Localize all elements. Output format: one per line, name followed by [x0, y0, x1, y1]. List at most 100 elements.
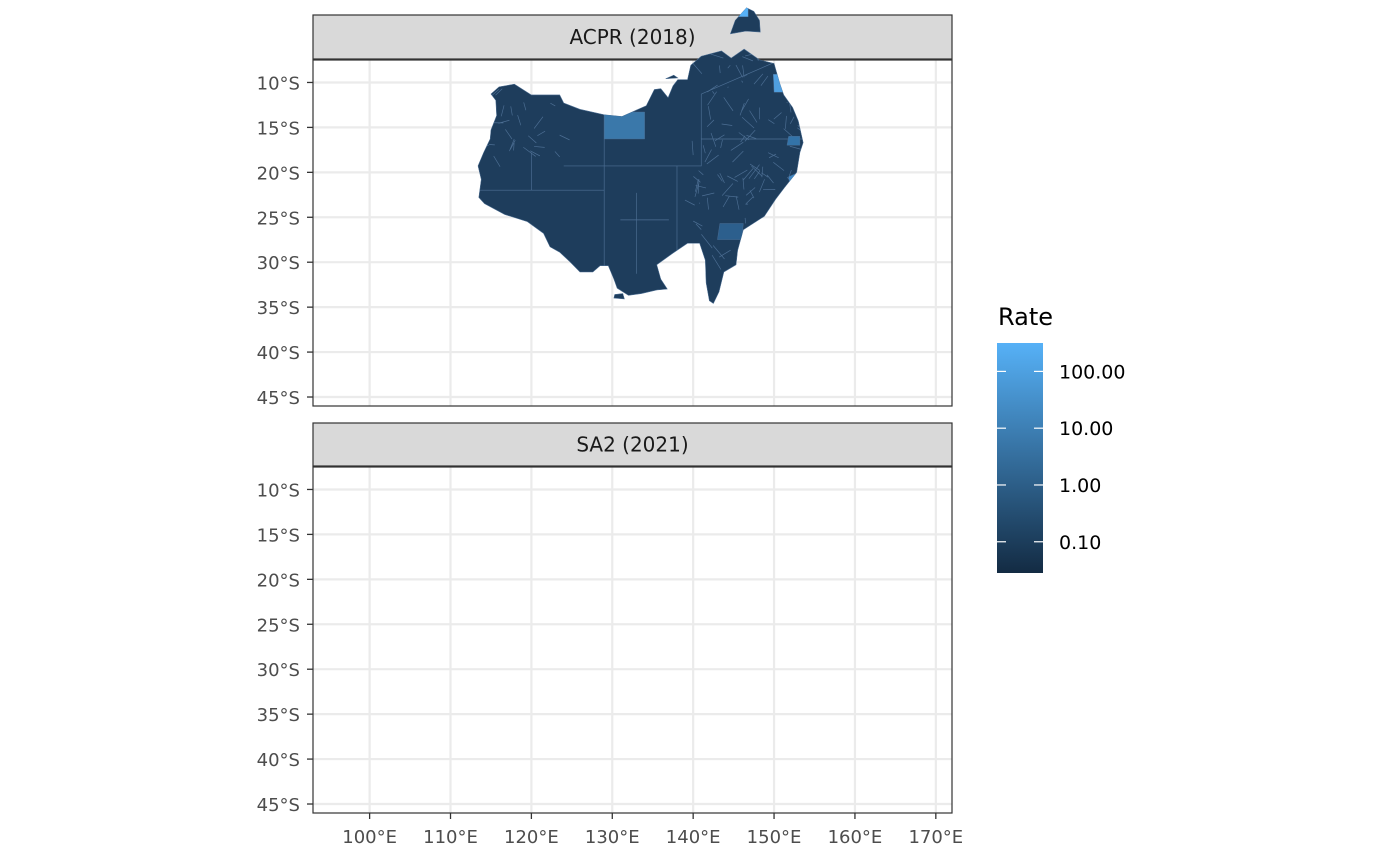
legend-colorbar: [997, 343, 1043, 573]
state-boundary: [745, 196, 754, 205]
state-boundary: [749, 190, 755, 199]
state-boundary: [702, 145, 706, 154]
y-tick-label: 45°S: [257, 388, 300, 409]
state-boundary: [693, 220, 703, 227]
y-tick-label: 10°S: [257, 480, 300, 501]
state-boundary: [768, 119, 775, 125]
state-boundary: [742, 56, 754, 62]
state-boundary: [720, 139, 723, 149]
x-axis: 100°E 110°E 120°E 130°E 140°E 150°E 160°E 170°E: [342, 813, 963, 848]
state-boundary: [739, 102, 745, 116]
x-tick-label: 170°E: [908, 827, 963, 848]
state-boundary: [754, 170, 761, 180]
map-panel: SA2 (2021) 10°S 15°S 20°S 25°S 30°S 35°S 40°S 45…: [257, 7, 963, 848]
high-rate-region: [717, 223, 744, 240]
state-boundary: [523, 146, 536, 157]
panel-border: [312, 466, 953, 814]
state-boundary: [721, 183, 734, 196]
state-boundary: [707, 84, 718, 93]
facet-strip-label: ACPR (2018): [569, 25, 695, 49]
x-tick-label: 140°E: [666, 827, 721, 848]
state-boundary: [534, 146, 545, 148]
state-boundary: [761, 172, 769, 178]
state-boundary: [697, 179, 700, 194]
facet-strip: [312, 422, 953, 467]
state-boundary: [766, 174, 774, 184]
x-tick-label: 120°E: [504, 827, 559, 848]
state-boundary: [691, 140, 694, 156]
legend-label: 100.00: [1059, 361, 1125, 383]
state-boundary: [753, 73, 764, 85]
x-tick-label: 100°E: [342, 827, 397, 848]
legend-label: 0.10: [1059, 532, 1101, 554]
state-boundary: [749, 110, 758, 123]
state-boundary: [528, 135, 537, 144]
state-boundary: [746, 135, 757, 139]
state-boundary: [706, 197, 709, 210]
legend-title: Rate: [998, 303, 1053, 331]
state-boundary: [495, 88, 503, 96]
state-boundary: [712, 91, 715, 95]
state-boundary: [537, 130, 546, 136]
state-boundary: [701, 192, 715, 197]
y-tick-label: 45°S: [257, 795, 300, 816]
state-boundary: [773, 112, 782, 120]
state-boundary: [741, 116, 755, 129]
y-tick-label: 20°S: [257, 163, 300, 184]
state-boundary: [785, 115, 787, 129]
state-boundary: [510, 106, 513, 116]
state-boundary: [694, 182, 700, 197]
state-boundary: [741, 80, 744, 83]
state-boundary: [533, 116, 544, 129]
legend: Rate 100.00 10.00 1.00 0.10: [997, 303, 1125, 573]
y-tick-label: 10°S: [257, 73, 300, 94]
state-boundary: [721, 123, 733, 126]
state-boundary: [727, 175, 738, 182]
legend-label: 1.00: [1059, 475, 1101, 497]
state-boundary: [719, 65, 721, 74]
high-rate-region: [738, 7, 749, 17]
state-boundary: [730, 141, 744, 151]
y-tick-label: 25°S: [257, 615, 300, 636]
state-boundary: [732, 150, 744, 163]
state-boundary: [773, 162, 785, 171]
state-boundary: [712, 245, 725, 260]
state-boundary: [717, 174, 723, 182]
state-boundary: [740, 135, 746, 143]
state-boundary: [706, 154, 719, 165]
state-boundary: [693, 176, 701, 183]
state-boundary: [710, 53, 724, 59]
y-tick-label: 35°S: [257, 298, 300, 319]
y-tick-label: 35°S: [257, 705, 300, 726]
state-boundary: [714, 134, 725, 142]
state-boundary: [707, 91, 717, 106]
state-boundary: [698, 170, 704, 176]
high-rate-region: [603, 111, 645, 140]
state-boundary: [742, 65, 745, 78]
y-tick-label: 40°S: [257, 343, 300, 364]
state-boundary: [735, 196, 740, 210]
legend-label: 10.00: [1059, 418, 1113, 440]
facet-strip: [312, 14, 953, 60]
state-boundary: [706, 119, 715, 128]
state-boundary: [735, 64, 743, 78]
y-tick-label: 30°S: [257, 660, 300, 681]
state-boundary: [523, 102, 527, 111]
x-tick-label: 160°E: [828, 827, 883, 848]
state-boundary: [719, 172, 725, 184]
state-boundary: [711, 254, 722, 270]
state-boundary: [559, 134, 570, 141]
state-boundary: [723, 97, 734, 112]
state-boundary: [710, 132, 717, 147]
state-boundary: [701, 234, 713, 249]
state-boundary: [500, 105, 505, 117]
state-boundary: [790, 116, 795, 124]
x-tick-label: 150°E: [747, 827, 802, 848]
y-tick-label: 15°S: [257, 118, 300, 139]
state-boundary: [741, 98, 749, 112]
state-boundary: [530, 150, 541, 157]
y-tick-label: 15°S: [257, 525, 300, 546]
state-boundary: [760, 75, 769, 86]
y-tick-label: 25°S: [257, 208, 300, 229]
